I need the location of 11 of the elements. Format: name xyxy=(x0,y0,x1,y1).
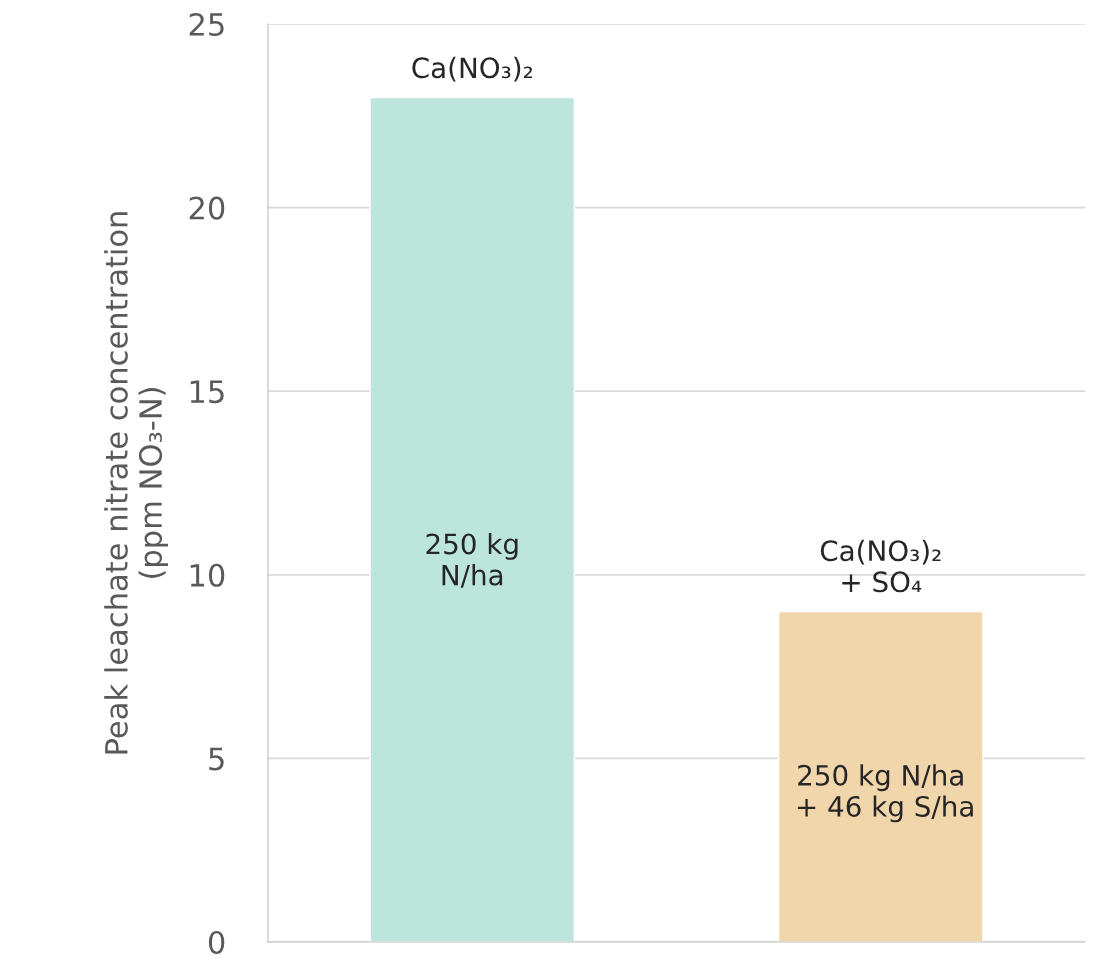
y-tick-label: 5 xyxy=(209,747,224,771)
y-axis-title: Peak leachate nitrate concentration (ppm NO₃-N) xyxy=(104,212,169,754)
y-tick-label: 20 xyxy=(189,196,225,220)
annotation: 250 kg N/ha xyxy=(426,532,518,588)
annotation: Ca(NO₃)₂ + SO₄ xyxy=(820,539,941,593)
y-tick-label: 15 xyxy=(190,380,224,404)
annotation: Ca(NO₃)₂ xyxy=(412,56,532,82)
y-tick-label: 0 xyxy=(208,930,225,955)
y-tick-label: 25 xyxy=(189,12,224,37)
y-tick-label: 10 xyxy=(190,563,225,587)
annotation: 250 kg N/ha + 46 kg S/ha xyxy=(797,764,973,823)
